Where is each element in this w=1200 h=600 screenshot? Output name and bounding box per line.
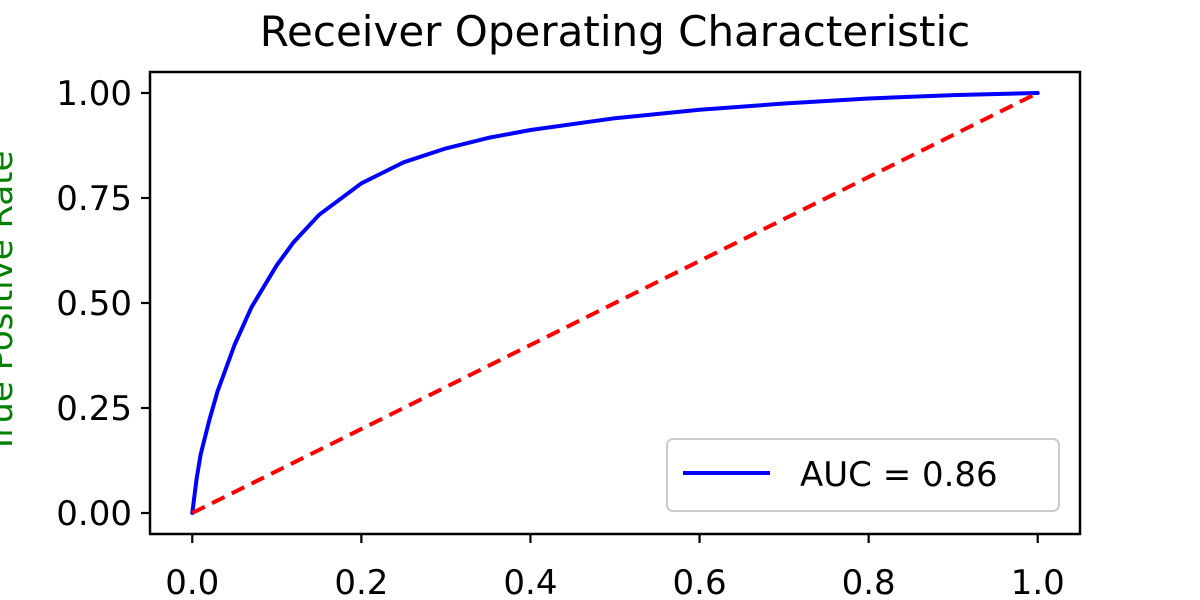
y-tick-label: 0.75 [56,179,132,219]
legend-label-auc: AUC = 0.86 [800,455,998,495]
y-tick-label: 1.00 [56,74,132,114]
roc-curve-line [190,91,1040,515]
legend: AUC = 0.86 [666,438,1060,512]
legend-box [666,438,1060,512]
x-tick-label: 0.2 [334,563,388,600]
y-tick-label: 0.00 [56,494,132,534]
x-tick-label: 1.0 [1011,563,1065,600]
y-axis-label: True Positive Rate [0,151,21,455]
series-layer [190,91,1040,515]
x-tick-label: 0.6 [673,563,727,600]
x-tick-label: 0.4 [503,563,557,600]
x-axis: 0.0 0.2 0.4 0.6 0.8 1.0 [165,534,1065,600]
y-tick-label: 0.50 [56,284,132,324]
chance-diagonal-line [191,91,1039,515]
y-tick-label: 0.25 [56,389,132,429]
x-tick-label: 0.8 [842,563,896,600]
y-axis: 0.00 0.25 0.50 0.75 1.00 [56,74,150,534]
chart-title: Receiver Operating Characteristic [260,7,971,56]
x-tick-label: 0.0 [165,563,219,600]
